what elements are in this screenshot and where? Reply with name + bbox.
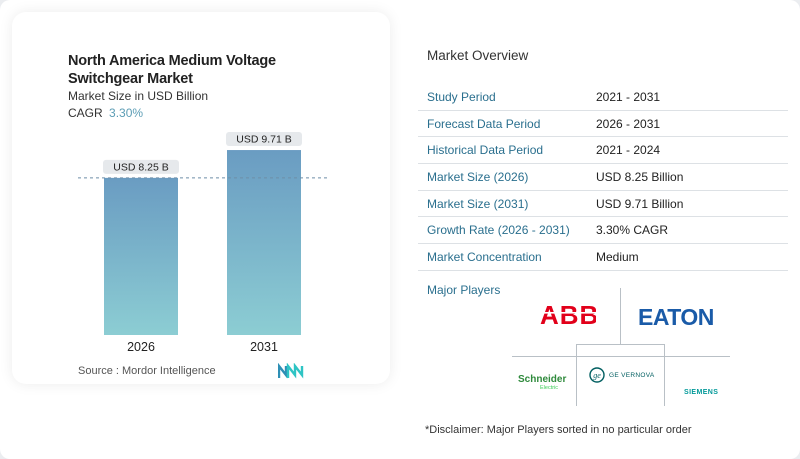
overview-label: Market Size (2026) bbox=[427, 170, 529, 185]
ge-vernova-logo: ge GE VERNOVA bbox=[589, 367, 655, 383]
x-tick-label: 2026 bbox=[127, 340, 155, 354]
overview-row: Market Size (2026) USD 8.25 Billion bbox=[418, 164, 788, 191]
overview-row: Growth Rate (2026 - 2031) 3.30% CAGR bbox=[418, 217, 788, 245]
value-label: USD 9.71 B bbox=[236, 134, 291, 146]
logo-divider bbox=[512, 356, 730, 357]
svg-text:EATON: EATON bbox=[638, 304, 714, 328]
svg-text:ge: ge bbox=[593, 371, 601, 380]
ge-monogram-icon: ge bbox=[589, 367, 605, 383]
chart-card bbox=[12, 12, 390, 384]
overview-row: Forecast Data Period 2026 - 2031 bbox=[418, 111, 788, 138]
chart-title: North America Medium Voltage Switchgear … bbox=[68, 53, 276, 87]
overview-value: USD 8.25 Billion bbox=[596, 170, 684, 185]
value-label-box bbox=[226, 132, 302, 147]
overview-value: Medium bbox=[596, 250, 639, 265]
overview-row: Historical Data Period 2021 - 2024 bbox=[418, 137, 788, 165]
chart-subtitle: Market Size in USD Billion bbox=[68, 89, 209, 103]
overview-title: Market Overview bbox=[427, 48, 529, 63]
bar-2031 bbox=[227, 150, 301, 335]
overview-value: USD 9.71 Billion bbox=[596, 196, 684, 211]
logo-divider bbox=[576, 344, 577, 406]
overview-value: 3.30% CAGR bbox=[596, 223, 669, 238]
x-tick-label: 2031 bbox=[250, 340, 278, 354]
overview-label: Market Size (2031) bbox=[427, 196, 529, 211]
major-players-title: Major Players bbox=[427, 283, 501, 297]
value-label-box bbox=[103, 159, 179, 174]
siemens-wordmark: SIEMENS bbox=[684, 389, 719, 396]
overview-value: 2026 - 2031 bbox=[596, 116, 661, 131]
overview-value: 2021 - 2031 bbox=[596, 90, 661, 104]
svg-text:ABB: ABB bbox=[540, 301, 596, 327]
overview-table: Study Period 2021 - 2031 Forecast Data P… bbox=[418, 84, 788, 271]
overview-label: Forecast Data Period bbox=[427, 116, 541, 131]
overview-row: Market Size (2031) USD 9.71 Billion bbox=[418, 191, 788, 218]
overview-row: Study Period 2021 - 2031 bbox=[418, 84, 788, 111]
cagr-label: CAGR bbox=[68, 106, 103, 120]
schneider-subword: Electric bbox=[540, 385, 559, 391]
bar-chart: USD 8.25 B 2026 USD 9.71 B 2031 bbox=[78, 132, 328, 354]
ge-wordmark: GE VERNOVA bbox=[609, 371, 655, 379]
abb-logo: ABB bbox=[540, 300, 598, 332]
bar-2026 bbox=[104, 177, 178, 335]
logo-divider bbox=[664, 344, 665, 406]
overview-row: Market Concentration Medium bbox=[418, 244, 788, 271]
siemens-logo: SIEMENS bbox=[684, 381, 718, 399]
schneider-wordmark: Schneider bbox=[518, 374, 567, 385]
cagr-value: 3.30% bbox=[109, 106, 144, 120]
overview-label: Historical Data Period bbox=[427, 143, 544, 158]
schneider-electric-logo: Schneider Electric bbox=[518, 375, 566, 392]
logo-divider bbox=[576, 344, 664, 345]
source-note: Source : Mordor Intelligence bbox=[78, 365, 216, 377]
logo-divider bbox=[620, 288, 621, 344]
eaton-logo: EATON bbox=[638, 304, 714, 333]
overview-label: Growth Rate (2026 - 2031) bbox=[427, 223, 570, 238]
disclaimer: *Disclaimer: Major Players sorted in no … bbox=[425, 424, 692, 436]
overview-label: Study Period bbox=[427, 90, 496, 104]
mordor-intelligence-logo bbox=[278, 363, 304, 379]
overview-value: 2021 - 2024 bbox=[596, 143, 661, 158]
overview-label: Market Concentration bbox=[427, 250, 542, 265]
value-label: USD 8.25 B bbox=[113, 161, 168, 173]
cagr-line: CAGR 3.30% bbox=[68, 106, 143, 120]
